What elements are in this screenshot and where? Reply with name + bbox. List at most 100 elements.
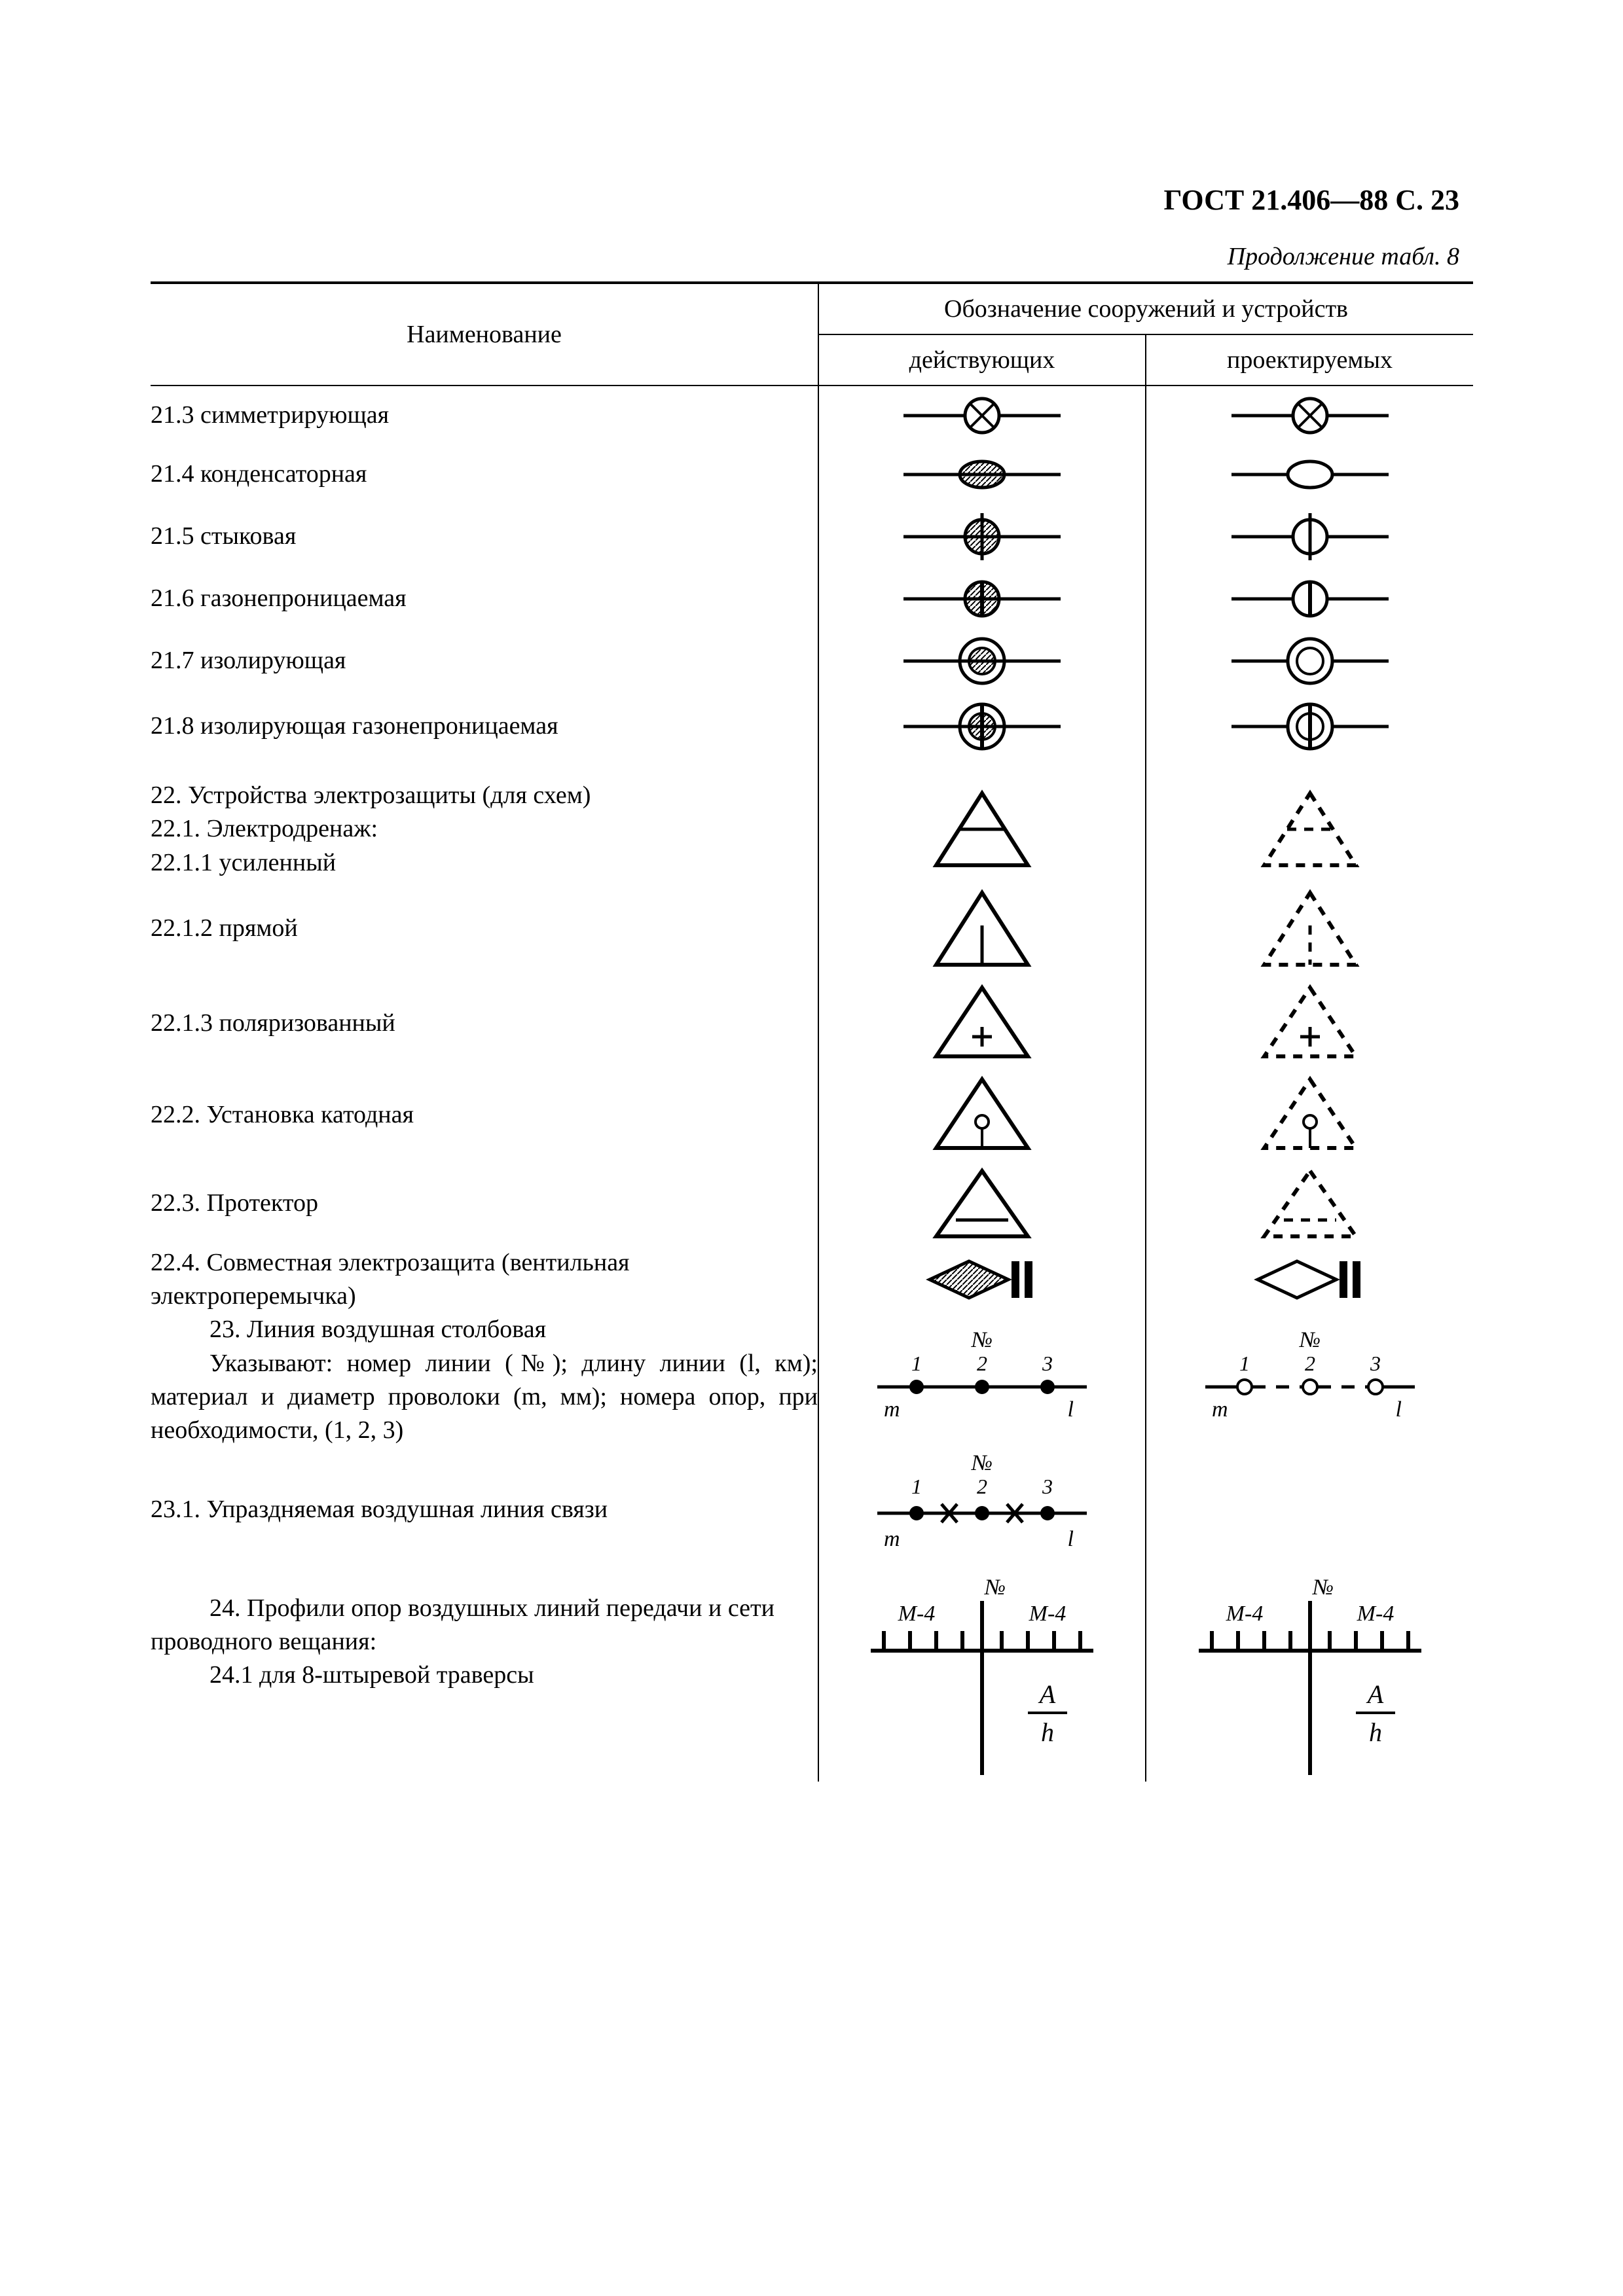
symbol-projected: [1146, 386, 1473, 445]
page-header: ГОСТ 21.406—88 С. 23: [1163, 183, 1459, 217]
svg-text:1: 1: [1239, 1352, 1250, 1375]
svg-text:№: №: [971, 1451, 993, 1475]
symbol-existing: № M-4 M-4 A h: [818, 1572, 1146, 1782]
coupling-gastight-icon: [1225, 569, 1395, 628]
svg-text:2: 2: [1305, 1352, 1315, 1375]
coupling-gastight-icon: [897, 569, 1067, 628]
table-row: 23.1. Упраздняемая воздушная линия связи…: [151, 1448, 1473, 1572]
svg-text:l: l: [1068, 1527, 1074, 1551]
svg-text:M-4: M-4: [898, 1602, 936, 1626]
symbol-projected: [1146, 779, 1473, 880]
table-row: 21.7 изолирующая: [151, 628, 1473, 694]
symbol-existing: [818, 628, 1146, 694]
svg-text:m: m: [884, 1397, 900, 1422]
svg-text:m: m: [1212, 1397, 1228, 1422]
coupling-insulating-icon: [1225, 628, 1395, 694]
table-row: 21.4 конденсаторная: [151, 445, 1473, 504]
svg-text:2: 2: [977, 1352, 987, 1375]
symbol-existing: [818, 880, 1146, 978]
symbol-existing: [818, 445, 1146, 504]
svg-text:№: №: [971, 1328, 993, 1352]
symbol-existing: [818, 569, 1146, 628]
symbol-existing: [818, 1161, 1146, 1246]
svg-text:M-4: M-4: [1029, 1602, 1067, 1626]
table-row: 22.1.2 прямой: [151, 880, 1473, 978]
coupling-butt-icon: [897, 504, 1067, 569]
svg-text:l: l: [1068, 1397, 1074, 1422]
table-row: 22.2. Установка катодная: [151, 1069, 1473, 1161]
table-row: 21.3 симметрирующая: [151, 386, 1473, 445]
coupling-symmetrizing-icon: [1225, 386, 1395, 445]
svg-text:l: l: [1395, 1397, 1401, 1422]
symbol-projected: [1146, 978, 1473, 1069]
table-row: 22.1.3 поляризованный: [151, 978, 1473, 1069]
symbol-existing: [818, 779, 1146, 880]
svg-text:№: №: [1311, 1575, 1333, 1600]
table-row: 24. Профили опор воздушных линий передач…: [151, 1572, 1473, 1782]
coupling-capacitor-icon: [897, 445, 1067, 504]
row-label: 21.8 изолирующая газонепроницаемая: [151, 694, 818, 759]
svg-text:M-4: M-4: [1356, 1602, 1394, 1626]
svg-text:A: A: [1365, 1679, 1383, 1709]
protector-icon: [1251, 1161, 1369, 1246]
col-group: Обозначение сооружений и устройств: [818, 283, 1473, 334]
drainage-direct-icon: [1251, 880, 1369, 978]
protector-icon: [923, 1161, 1041, 1246]
svg-text:h: h: [1369, 1717, 1382, 1747]
table-row: 21.5 стыковая: [151, 504, 1473, 569]
svg-text:2: 2: [977, 1475, 987, 1498]
symbol-projected: [1146, 880, 1473, 978]
row-label: 21.3 симметрирующая: [151, 386, 818, 445]
row-label: 21.5 стыковая: [151, 504, 818, 569]
cathodic-station-icon: [1251, 1069, 1369, 1161]
drainage-enhanced-icon: [923, 780, 1041, 878]
coupling-capacitor-icon: [1225, 445, 1395, 504]
symbol-projected: [1146, 1246, 1473, 1314]
row-label: 21.4 конденсаторная: [151, 445, 818, 504]
svg-text:h: h: [1041, 1717, 1054, 1747]
row-label: 21.6 газонепроницаемая: [151, 569, 818, 628]
symbol-projected: [1146, 628, 1473, 694]
table-row: 21.6 газонепроницаемая: [151, 569, 1473, 628]
symbol-existing: [818, 504, 1146, 569]
joint-protection-icon: [1238, 1253, 1382, 1306]
table-row: 22.4. Совместная электрозащита (вентильн…: [151, 1246, 1473, 1314]
table-continuation: Продолжение табл. 8: [1228, 242, 1459, 271]
pole-profile-8pin-icon: № M-4 M-4 A h: [845, 1572, 1120, 1782]
pole-line-icon: № 1 2 3 m l: [864, 1325, 1100, 1436]
symbol-projected: [1146, 1448, 1473, 1572]
coupling-insulating-gastight-icon: [1225, 694, 1395, 759]
symbol-projected: № M-4 M-4 A h: [1146, 1572, 1473, 1782]
svg-text:№: №: [1298, 1328, 1320, 1352]
svg-text:3: 3: [1042, 1475, 1053, 1498]
drainage-direct-icon: [923, 880, 1041, 978]
col-name: Наименование: [151, 283, 818, 386]
svg-text:M-4: M-4: [1225, 1602, 1263, 1626]
row-label: 22.4. Совместная электрозащита (вентильн…: [151, 1246, 818, 1314]
pole-line-abolished-icon: № 1 2 3 m l: [864, 1448, 1100, 1572]
symbol-existing: [818, 1246, 1146, 1314]
row-label: 23. Линия воздушная столбовая Указывают:…: [151, 1313, 818, 1447]
svg-text:1: 1: [911, 1475, 922, 1498]
symbol-existing: № 1 2 3 m l: [818, 1313, 1146, 1447]
row-label: 22.1.3 поляризованный: [151, 978, 818, 1069]
row-label: 24. Профили опор воздушных линий передач…: [151, 1572, 818, 1782]
drainage-polarized-icon: [1251, 978, 1369, 1069]
row-label: 21.7 изолирующая: [151, 628, 818, 694]
symbol-existing: № 1 2 3 m l: [818, 1448, 1146, 1572]
svg-text:A: A: [1038, 1679, 1056, 1709]
coupling-insulating-gastight-icon: [897, 694, 1067, 759]
drainage-polarized-icon: [923, 978, 1041, 1069]
table-row: 22.3. Протектор: [151, 1161, 1473, 1246]
row-label: 23.1. Упраздняемая воздушная линия связи: [151, 1448, 818, 1572]
symbol-projected: [1146, 694, 1473, 759]
row-label: 22. Устройства электрозащиты (для схем) …: [151, 779, 818, 880]
symbol-projected: № 1 2 3 m l: [1146, 1313, 1473, 1447]
row-label: 22.2. Установка катодная: [151, 1069, 818, 1161]
svg-text:3: 3: [1042, 1352, 1053, 1375]
svg-text:№: №: [984, 1575, 1006, 1600]
svg-text:1: 1: [911, 1352, 922, 1375]
symbol-projected: [1146, 445, 1473, 504]
coupling-insulating-icon: [897, 628, 1067, 694]
svg-text:m: m: [884, 1527, 900, 1551]
